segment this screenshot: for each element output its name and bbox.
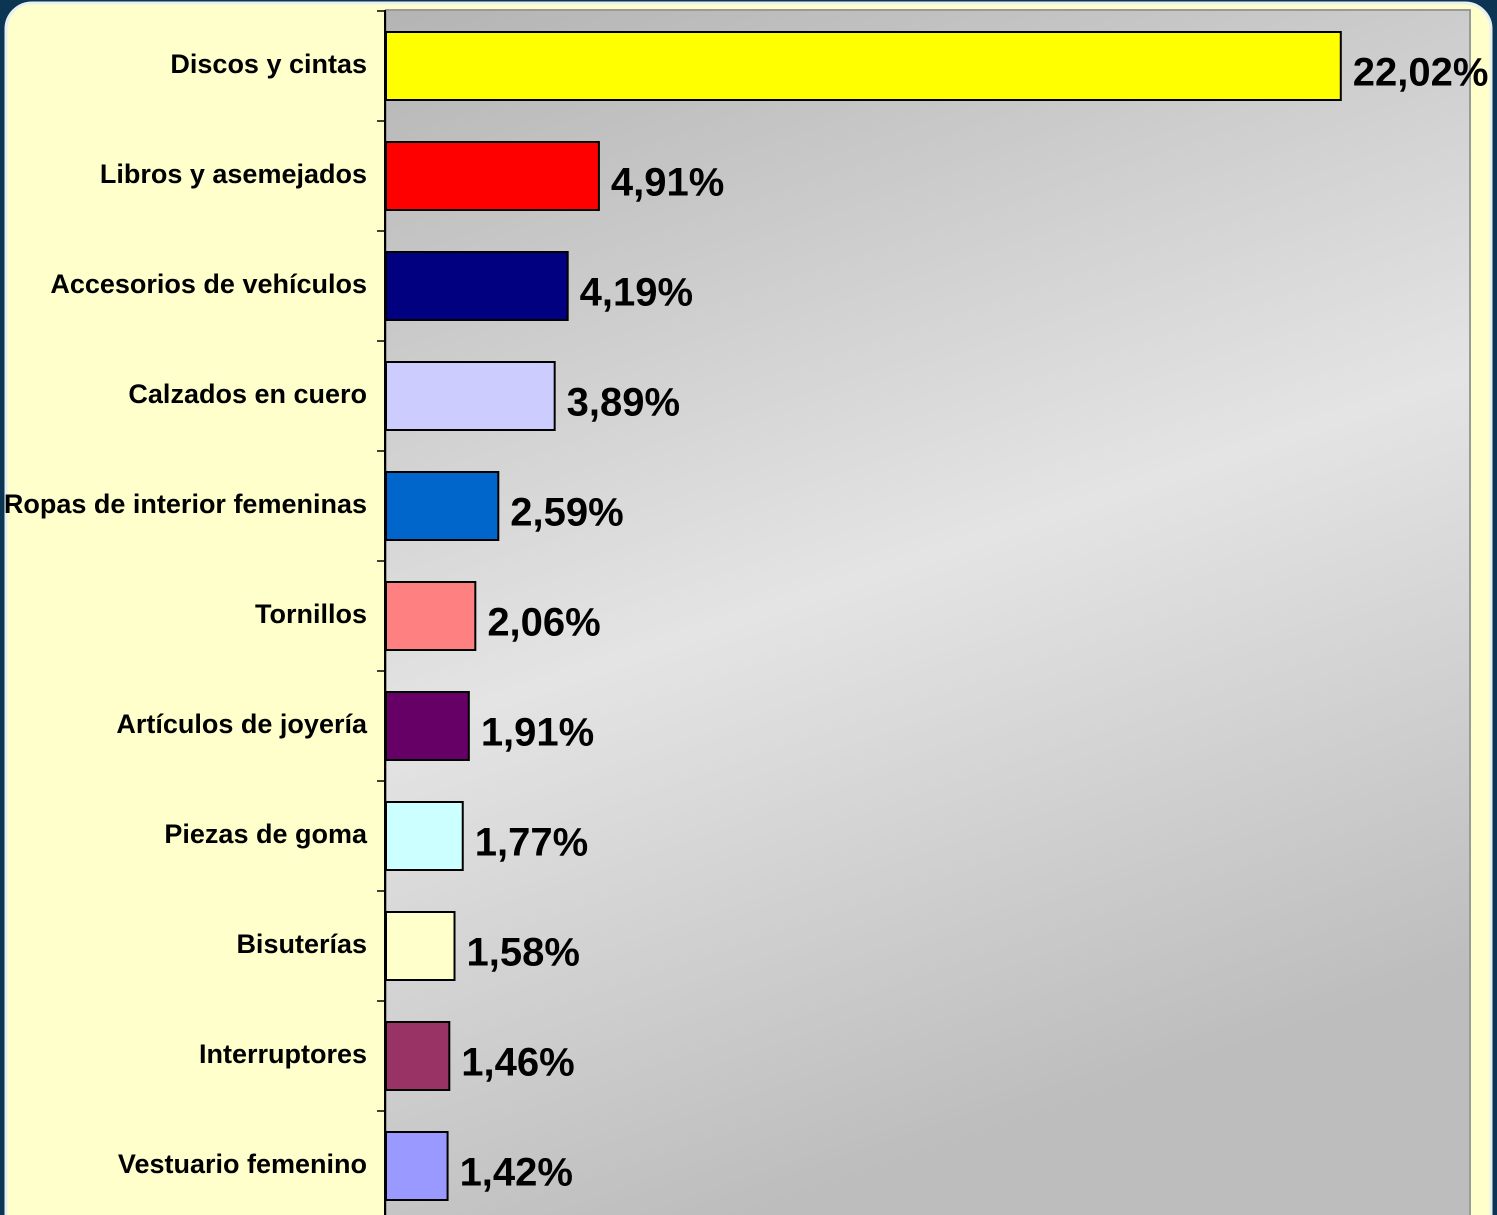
bar	[385, 911, 456, 981]
value-label: 2,06%	[487, 601, 600, 645]
bar	[385, 361, 556, 431]
category-label: Tornillos	[255, 599, 367, 629]
category-label: Bisuterías	[236, 929, 367, 959]
value-label: 1,58%	[467, 931, 580, 975]
category-label: Accesorios de vehículos	[50, 269, 367, 299]
category-label: Vestuario femenino	[118, 1149, 367, 1179]
bar	[385, 581, 477, 651]
value-label: 4,91%	[611, 161, 724, 205]
category-label: Calzados en cuero	[128, 379, 367, 409]
category-label: Ropas de interior femeninas	[4, 489, 367, 519]
category-label: Libros y asemejados	[100, 159, 367, 189]
bar	[385, 691, 470, 761]
bar	[385, 801, 464, 871]
value-label: 1,46%	[461, 1041, 574, 1085]
value-label: 2,59%	[510, 491, 623, 535]
bar	[385, 141, 600, 211]
bar	[385, 1021, 451, 1091]
value-label: 22,02%	[1353, 51, 1489, 95]
value-label: 3,89%	[567, 381, 680, 425]
category-label: Interruptores	[199, 1039, 367, 1069]
bar	[385, 31, 1342, 101]
value-label: 1,91%	[481, 711, 594, 755]
bar	[385, 471, 500, 541]
value-label: 1,42%	[460, 1151, 573, 1195]
bar	[385, 1131, 449, 1201]
category-label: Discos y cintas	[170, 49, 367, 79]
value-label: 1,77%	[475, 821, 588, 865]
category-label: Artículos de joyería	[116, 709, 368, 739]
value-label: 4,19%	[580, 271, 693, 315]
category-label: Piezas de goma	[164, 819, 368, 849]
bar	[385, 251, 569, 321]
